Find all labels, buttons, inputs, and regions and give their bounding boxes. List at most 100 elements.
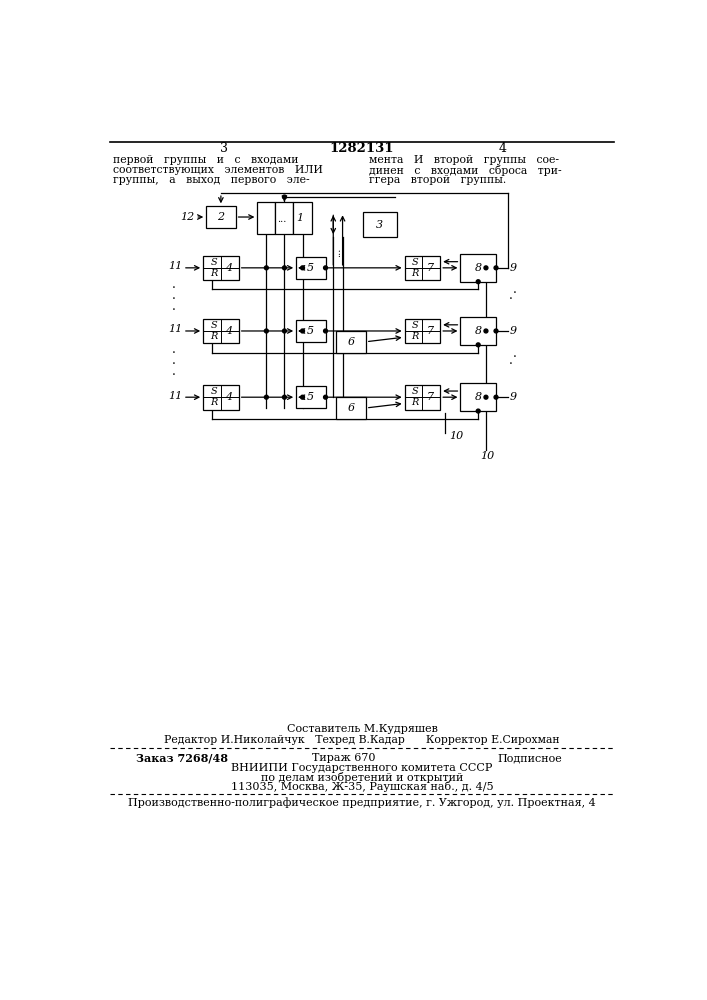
Text: 5: 5 [308, 263, 315, 273]
Circle shape [264, 395, 268, 399]
Text: 11: 11 [168, 391, 182, 401]
Text: Составитель М.Кудряшев: Составитель М.Кудряшев [286, 724, 438, 734]
Circle shape [283, 395, 286, 399]
Text: 4: 4 [226, 392, 233, 402]
Bar [293, 202, 312, 234]
Text: S: S [412, 387, 419, 396]
Circle shape [484, 395, 488, 399]
Text: динен   с   входами   сброса   три-: динен с входами сброса три- [369, 165, 561, 176]
Text: ·
·
·: · · · [172, 282, 175, 317]
Text: ггера   второй   группы.: ггера второй группы. [369, 175, 506, 185]
Text: 9: 9 [510, 326, 517, 336]
Circle shape [494, 329, 498, 333]
Circle shape [484, 329, 488, 333]
Text: S: S [412, 258, 419, 267]
Text: 7: 7 [427, 263, 434, 273]
Circle shape [324, 266, 327, 270]
Circle shape [324, 329, 327, 333]
Bar [296, 257, 325, 279]
Text: 10: 10 [480, 451, 495, 461]
Circle shape [324, 395, 327, 399]
Text: R: R [210, 269, 218, 278]
Circle shape [477, 409, 480, 413]
Text: 7: 7 [427, 326, 434, 336]
Text: 8: 8 [474, 326, 481, 336]
Text: Редактор И.Николайчук   Техред В.Кадар      Корректор Е.Сирохман: Редактор И.Николайчук Техред В.Кадар Кор… [164, 735, 560, 745]
Circle shape [494, 395, 498, 399]
Text: ВНИИПИ Государственного комитета СССР: ВНИИПИ Государственного комитета СССР [231, 763, 493, 773]
Text: 5: 5 [308, 392, 315, 402]
Text: 3: 3 [220, 142, 228, 155]
Text: 7: 7 [427, 392, 434, 402]
Bar [296, 320, 325, 342]
Text: R: R [411, 332, 419, 341]
Bar [404, 319, 440, 343]
Text: 6: 6 [348, 337, 355, 347]
Text: мента   И   второй   группы   сое-: мента И второй группы сое- [369, 155, 559, 165]
Circle shape [264, 266, 268, 270]
Bar [363, 212, 397, 237]
Text: 9: 9 [510, 263, 517, 273]
Circle shape [283, 329, 286, 333]
Circle shape [283, 266, 286, 270]
Text: 8: 8 [474, 263, 481, 273]
Text: ...: ... [334, 248, 342, 257]
Bar [276, 202, 293, 234]
Circle shape [484, 266, 488, 270]
Text: 1282131: 1282131 [329, 142, 395, 155]
Circle shape [477, 280, 480, 284]
Text: ...: ... [277, 215, 286, 224]
Circle shape [300, 329, 305, 333]
Circle shape [264, 329, 268, 333]
Circle shape [283, 195, 286, 199]
Text: 2: 2 [217, 212, 224, 222]
Bar [203, 385, 239, 410]
Text: ·: · [509, 293, 513, 306]
Circle shape [300, 395, 305, 399]
Text: группы,   а   выход   первого   эле-: группы, а выход первого эле- [113, 175, 310, 185]
Bar [337, 331, 366, 353]
Text: 11: 11 [168, 324, 182, 334]
Text: 9: 9 [510, 392, 517, 402]
Text: первой   группы   и   с   входами: первой группы и с входами [113, 155, 298, 165]
Text: S: S [412, 321, 419, 330]
Text: по делам изобретений и открытий: по делам изобретений и открытий [261, 772, 463, 783]
Text: 1: 1 [296, 213, 303, 223]
Text: S: S [211, 321, 217, 330]
Bar [206, 206, 235, 228]
Text: ·: · [513, 287, 517, 300]
Bar [337, 397, 366, 419]
Text: S: S [211, 258, 217, 267]
Text: ·: · [509, 358, 513, 371]
Text: 11: 11 [168, 261, 182, 271]
Bar [404, 256, 440, 280]
Text: 4: 4 [226, 263, 233, 273]
Text: 5: 5 [308, 326, 315, 336]
Bar [296, 386, 325, 408]
Text: 8: 8 [474, 392, 481, 402]
Bar [203, 319, 239, 343]
Text: Подписное: Подписное [498, 753, 563, 763]
Text: 12: 12 [180, 212, 194, 222]
Bar [460, 317, 496, 345]
Circle shape [300, 266, 305, 270]
Text: R: R [210, 398, 218, 407]
Text: ·: · [513, 351, 517, 364]
Bar [460, 254, 496, 282]
Text: S: S [211, 387, 217, 396]
Text: R: R [210, 332, 218, 341]
Bar [404, 385, 440, 410]
Text: 4: 4 [226, 326, 233, 336]
Circle shape [477, 343, 480, 347]
Text: соответствующих   элементов   ИЛИ: соответствующих элементов ИЛИ [113, 165, 323, 175]
Text: Тираж 670: Тираж 670 [312, 753, 376, 763]
Text: R: R [411, 269, 419, 278]
Text: 113035, Москва, Ж-35, Раушская наб., д. 4/5: 113035, Москва, Ж-35, Раушская наб., д. … [230, 781, 493, 792]
Text: Заказ 7268/48: Заказ 7268/48 [136, 753, 228, 764]
Text: 6: 6 [348, 403, 355, 413]
Text: 10: 10 [449, 431, 463, 441]
Circle shape [494, 266, 498, 270]
Bar [257, 202, 276, 234]
Bar [203, 256, 239, 280]
Text: 4: 4 [499, 142, 507, 155]
